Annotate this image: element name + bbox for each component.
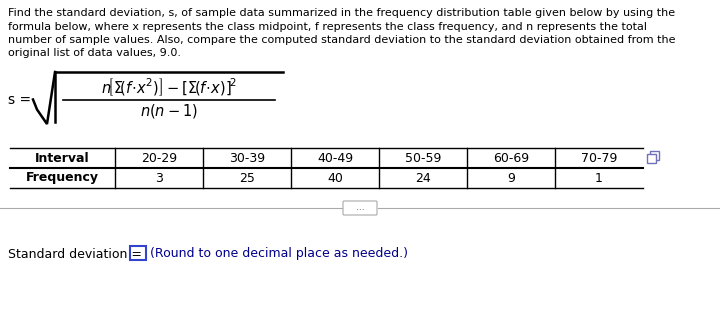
Bar — [130, 246, 146, 260]
Text: 40-49: 40-49 — [317, 151, 353, 164]
FancyBboxPatch shape — [343, 201, 377, 215]
Text: 50-59: 50-59 — [405, 151, 441, 164]
Text: Find the standard deviation, s, of sample data summarized in the frequency distr: Find the standard deviation, s, of sampl… — [8, 8, 675, 18]
Text: 3: 3 — [155, 171, 163, 184]
Text: $n\!\left[\Sigma\!\left(f\!\cdot\! x^2\right)\right] - \left[\Sigma\!\left(f\!\c: $n\!\left[\Sigma\!\left(f\!\cdot\! x^2\r… — [102, 77, 237, 98]
Text: Interval: Interval — [35, 151, 90, 164]
Text: 1: 1 — [595, 171, 603, 184]
Text: 20-29: 20-29 — [141, 151, 177, 164]
Text: 60-69: 60-69 — [493, 151, 529, 164]
Text: 70-79: 70-79 — [581, 151, 617, 164]
Text: 40: 40 — [327, 171, 343, 184]
Text: s =: s = — [8, 93, 31, 107]
Text: 25: 25 — [239, 171, 255, 184]
Text: Frequency: Frequency — [26, 171, 99, 184]
Text: original list of data values, 9.0.: original list of data values, 9.0. — [8, 48, 181, 59]
Text: 30-39: 30-39 — [229, 151, 265, 164]
Text: (Round to one decimal place as needed.): (Round to one decimal place as needed.) — [150, 248, 408, 261]
Text: ...: ... — [356, 203, 364, 213]
Text: formula below, where x represents the class midpoint, f represents the class fre: formula below, where x represents the cl… — [8, 22, 647, 31]
Text: $n(n-1)$: $n(n-1)$ — [140, 102, 198, 120]
Text: number of sample values. Also, compare the computed standard deviation to the st: number of sample values. Also, compare t… — [8, 35, 675, 45]
Bar — [650, 151, 659, 160]
Text: Standard deviation =: Standard deviation = — [8, 248, 146, 261]
Bar — [647, 154, 656, 163]
Text: 24: 24 — [415, 171, 431, 184]
Text: 9: 9 — [507, 171, 515, 184]
